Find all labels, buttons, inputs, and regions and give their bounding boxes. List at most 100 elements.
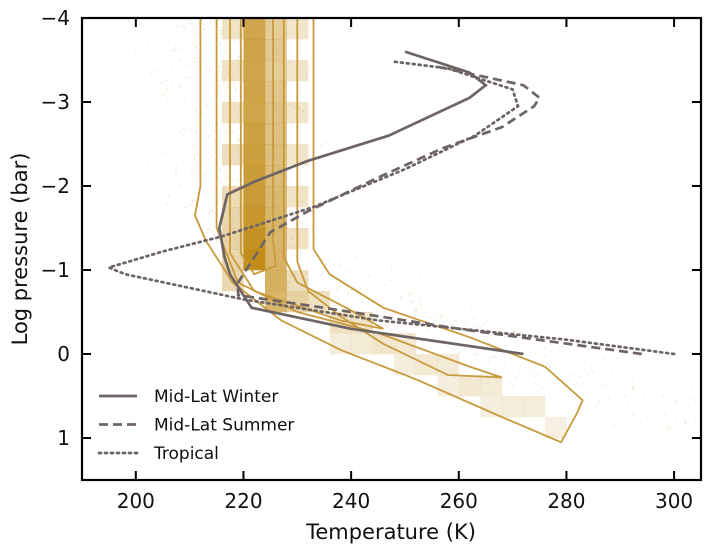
scatter-point bbox=[493, 305, 495, 308]
scatter-point bbox=[704, 387, 706, 389]
scatter-point bbox=[196, 56, 198, 59]
density-cell bbox=[243, 81, 266, 103]
scatter-point bbox=[211, 230, 214, 233]
scatter-point bbox=[461, 339, 464, 342]
scatter-point bbox=[235, 87, 237, 90]
scatter-point bbox=[230, 78, 233, 81]
scatter-point bbox=[445, 317, 448, 320]
scatter-point bbox=[160, 81, 163, 84]
scatter-point bbox=[383, 295, 385, 298]
scatter-point bbox=[299, 185, 302, 188]
scatter-point bbox=[235, 238, 237, 241]
scatter-point bbox=[548, 366, 551, 369]
scatter-point bbox=[290, 125, 293, 128]
scatter-point bbox=[301, 201, 304, 203]
scatter-point bbox=[411, 300, 414, 302]
scatter-point bbox=[410, 301, 413, 304]
density-cell bbox=[265, 144, 287, 166]
scatter-point bbox=[179, 183, 182, 186]
scatter-point bbox=[665, 430, 668, 432]
density-cell bbox=[221, 207, 244, 229]
scatter-point bbox=[707, 445, 709, 447]
scatter-point bbox=[660, 427, 663, 430]
scatter-point bbox=[237, 55, 240, 58]
scatter-point bbox=[232, 81, 234, 84]
density-cell bbox=[480, 396, 503, 418]
density-cell bbox=[265, 123, 287, 145]
scatter-point bbox=[161, 90, 163, 93]
scatter-point bbox=[219, 138, 222, 140]
scatter-point bbox=[694, 420, 696, 423]
scatter-point bbox=[190, 22, 193, 25]
scatter-point bbox=[451, 324, 453, 327]
scatter-point bbox=[628, 409, 630, 412]
density-cell bbox=[243, 39, 266, 61]
scatter-point bbox=[147, 161, 150, 163]
scatter-point bbox=[533, 375, 536, 378]
scatter-point bbox=[669, 428, 672, 430]
plot-frame bbox=[80, 16, 703, 482]
scatter-point bbox=[707, 449, 709, 451]
scatter-point bbox=[361, 301, 363, 303]
scatter-point bbox=[569, 373, 572, 376]
scatter-point bbox=[298, 107, 301, 110]
scatter-point bbox=[167, 125, 170, 127]
scatter-point bbox=[293, 105, 295, 108]
scatter-point bbox=[336, 287, 339, 290]
scatter-point bbox=[129, 40, 132, 43]
density-cell bbox=[243, 123, 266, 145]
scatter-point bbox=[191, 25, 194, 28]
scatter-point bbox=[483, 322, 485, 324]
scatter-point bbox=[231, 72, 234, 75]
scatter-point bbox=[279, 79, 282, 81]
scatter-point bbox=[562, 345, 564, 348]
scatter-point bbox=[329, 216, 331, 219]
scatter-point bbox=[428, 341, 431, 344]
scatter-point bbox=[475, 326, 478, 329]
scatter-point bbox=[430, 316, 433, 319]
scatter-point bbox=[691, 387, 694, 390]
scatter-point bbox=[219, 33, 222, 36]
scatter-point bbox=[458, 351, 461, 354]
density-cell bbox=[544, 417, 567, 439]
scatter-point bbox=[408, 333, 411, 336]
scatter-point bbox=[236, 215, 239, 218]
scatter-point bbox=[217, 91, 220, 94]
scatter-point bbox=[209, 243, 212, 246]
scatter-point bbox=[535, 382, 538, 385]
scatter-point bbox=[419, 300, 422, 303]
density-contour bbox=[239, 18, 277, 276]
scatter-point bbox=[218, 43, 221, 46]
scatter-point bbox=[411, 292, 414, 294]
scatter-point bbox=[360, 288, 363, 290]
scatter-point bbox=[339, 263, 342, 266]
scatter-point bbox=[479, 325, 482, 328]
scatter-point bbox=[222, 192, 224, 194]
scatter-point bbox=[632, 414, 635, 417]
scatter-point bbox=[174, 171, 177, 174]
scatter-point bbox=[193, 158, 196, 161]
scatter-point bbox=[638, 355, 641, 358]
scatter-point bbox=[440, 314, 443, 317]
scatter-point bbox=[319, 265, 321, 268]
legend-label: Mid-Lat Summer bbox=[154, 416, 294, 436]
scatter-point bbox=[182, 127, 185, 130]
density-cell bbox=[501, 396, 524, 418]
scatter-point bbox=[469, 306, 472, 309]
scatter-point bbox=[354, 255, 357, 258]
scatter-point bbox=[554, 383, 557, 385]
scatter-point bbox=[653, 428, 656, 430]
scatter-point bbox=[128, 20, 130, 23]
scatter-point bbox=[315, 294, 318, 297]
scatter-point bbox=[465, 323, 468, 326]
scatter-point bbox=[300, 252, 303, 255]
scatter-point bbox=[195, 46, 198, 49]
scatter-point bbox=[235, 139, 238, 142]
density-cell bbox=[243, 207, 266, 229]
density-cell bbox=[221, 102, 244, 124]
scatter-point bbox=[519, 331, 522, 334]
scatter-point bbox=[364, 258, 367, 261]
scatter-point bbox=[179, 47, 181, 50]
x-tick-label: 300 bbox=[655, 489, 693, 513]
scatter-point bbox=[348, 269, 351, 272]
